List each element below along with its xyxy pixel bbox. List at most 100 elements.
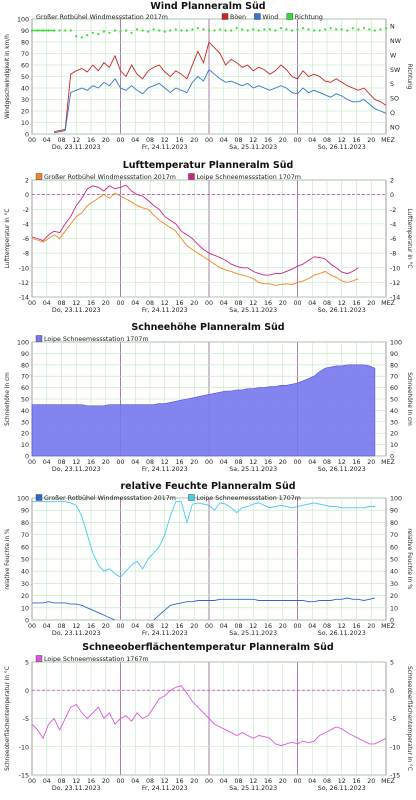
y-tick-label-right: NO bbox=[390, 125, 400, 132]
x-tick-label: 20 bbox=[102, 623, 110, 630]
y-tick-label-right: 60 bbox=[390, 385, 398, 392]
x-tick-label: 16 bbox=[264, 623, 272, 630]
series-richtung-point bbox=[196, 27, 200, 30]
chart-title: Wind Planneralm Süd bbox=[150, 1, 265, 12]
x-tick-label: 08 bbox=[323, 778, 331, 785]
y-tick-label-right: 90 bbox=[390, 351, 398, 358]
day-label: So, 26.11.2023 bbox=[318, 630, 366, 637]
series-loipe-schneemessstation-1767m-line bbox=[31, 685, 387, 747]
x-tick-label: 20 bbox=[190, 300, 198, 307]
x-tick-label: 00 bbox=[205, 459, 213, 466]
series-richtung-point bbox=[357, 28, 360, 31]
x-tick-label: MEZ bbox=[381, 300, 395, 307]
series-richtung-point bbox=[268, 28, 271, 31]
legend-label: Loipe Schneemessstation 1707m bbox=[44, 336, 148, 343]
x-tick-label: 12 bbox=[338, 778, 346, 785]
y-tick-label: -6 bbox=[23, 236, 29, 243]
y-tick-label-right: S bbox=[390, 81, 394, 88]
series-richtung-point bbox=[218, 28, 222, 31]
y-tick-label-right: SO bbox=[390, 96, 399, 103]
x-tick-label: 08 bbox=[234, 137, 242, 144]
y-tick-label-right: 0 bbox=[390, 454, 394, 461]
x-tick-label: 16 bbox=[352, 300, 360, 307]
series-richtung-point bbox=[301, 27, 305, 30]
x-tick-label: MEZ bbox=[381, 459, 395, 466]
legend-swatch bbox=[35, 335, 43, 342]
y-tick-label-right: 50 bbox=[390, 557, 398, 564]
y-tick-label-right: -2 bbox=[390, 207, 396, 214]
series-richtung-point bbox=[75, 35, 78, 38]
y-tick-label: 70 bbox=[21, 51, 29, 58]
x-tick-label: 12 bbox=[161, 459, 169, 466]
day-label: Sa, 25.11.2023 bbox=[229, 630, 277, 637]
legend-label: Großer Rotbühel Windmessstation 2017m bbox=[44, 495, 176, 502]
x-tick-label: 16 bbox=[87, 137, 95, 144]
y-tick-label-right: 70 bbox=[390, 374, 398, 381]
x-tick-label: 00 bbox=[116, 137, 124, 144]
series-richtung-point bbox=[274, 29, 277, 32]
y-tick-label-right: -15 bbox=[390, 773, 400, 780]
y-tick-label-right: 10 bbox=[390, 442, 398, 449]
x-tick-label: 08 bbox=[57, 778, 65, 785]
y-tick-label-right: 80 bbox=[390, 520, 398, 527]
y-tick-label: -2 bbox=[23, 207, 29, 214]
y-tick-label: 90 bbox=[21, 28, 29, 35]
series-richtung-point bbox=[141, 29, 144, 32]
series-richtung-point bbox=[119, 30, 122, 33]
day-label: So, 26.11.2023 bbox=[318, 144, 366, 151]
x-tick-label: 00 bbox=[116, 300, 124, 307]
chart-3: relative Feuchte Planneralm Süd 0 10 20 30 40… bbox=[5, 481, 412, 637]
chart-title: Schneeoberflächentemperatur Planneralm S… bbox=[82, 642, 333, 653]
day-label: Fr, 24.11.2023 bbox=[142, 630, 188, 637]
x-tick-label: 00 bbox=[28, 623, 36, 630]
series-richtung-point bbox=[340, 28, 343, 31]
series-richtung-point bbox=[147, 30, 150, 33]
x-tick-label: 20 bbox=[190, 137, 198, 144]
x-tick-label: 16 bbox=[352, 459, 360, 466]
y-tick-label: 30 bbox=[21, 419, 29, 426]
series-richtung-point bbox=[318, 29, 321, 32]
y-tick-label: 80 bbox=[21, 520, 29, 527]
y-tick-label-right: 0 bbox=[390, 192, 394, 199]
x-tick-label: 12 bbox=[249, 778, 257, 785]
y-tick-label: 70 bbox=[21, 374, 29, 381]
x-tick-label: 16 bbox=[175, 459, 183, 466]
x-tick-label: 04 bbox=[220, 623, 228, 630]
series-richtung-point bbox=[263, 28, 266, 31]
x-tick-label: 08 bbox=[57, 137, 65, 144]
series-richtung-point bbox=[312, 29, 316, 32]
legend-label: Loipe Schneemessstation 1707m bbox=[196, 495, 300, 502]
legend-swatch bbox=[221, 13, 229, 20]
y-tick-label: 0 bbox=[25, 618, 29, 625]
x-tick-label: 20 bbox=[102, 137, 110, 144]
legend-swatch bbox=[254, 13, 261, 20]
series-richtung-point bbox=[285, 28, 288, 31]
series-richtung-point bbox=[373, 29, 377, 32]
y-tick-label: 0 bbox=[25, 192, 29, 199]
day-label: Fr, 24.11.2023 bbox=[142, 307, 188, 314]
y-tick-label-right: W bbox=[390, 52, 397, 59]
y-tick-label: 10 bbox=[21, 442, 29, 449]
x-tick-label: 16 bbox=[87, 623, 95, 630]
y-tick-label: 20 bbox=[21, 593, 29, 600]
series-gro-er-rotb-hel-windmessstation-2017m-line bbox=[31, 192, 359, 286]
y-tick-label: 0 bbox=[25, 132, 29, 139]
chart-4: Schneeoberflächentemperatur Planneralm S… bbox=[5, 642, 412, 792]
series-richtung-point bbox=[152, 28, 155, 31]
x-tick-label: 04 bbox=[220, 300, 228, 307]
series-gro-er-rotb-hel-windmessstation-2017m-line bbox=[153, 597, 376, 621]
series-loipe-schneemessstation-1707m-line bbox=[31, 184, 359, 276]
x-tick-label: 08 bbox=[57, 623, 65, 630]
x-tick-label: 20 bbox=[367, 459, 375, 466]
x-tick-label: 04 bbox=[131, 778, 139, 785]
x-tick-label: 00 bbox=[116, 459, 124, 466]
x-tick-label: 00 bbox=[28, 778, 36, 785]
x-tick-label: 12 bbox=[338, 623, 346, 630]
legend-label: Richtung bbox=[295, 14, 323, 21]
x-tick-label: 16 bbox=[352, 623, 360, 630]
x-tick-label: 00 bbox=[116, 778, 124, 785]
y-axis-label-right: Schneeoberflächentemperatur in °C bbox=[406, 666, 412, 771]
y-tick-label-right: -10 bbox=[390, 265, 400, 272]
y-tick-label: 80 bbox=[21, 362, 29, 369]
legend-swatch bbox=[286, 13, 293, 20]
